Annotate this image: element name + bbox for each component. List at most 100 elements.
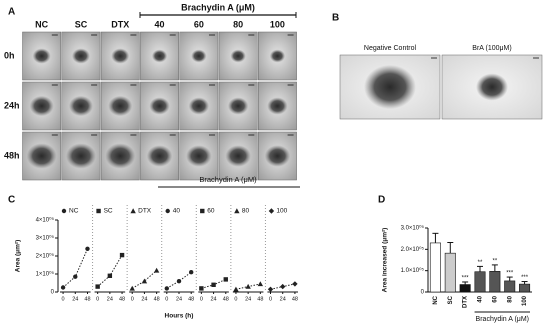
significance: *** xyxy=(462,276,470,282)
y-tick-label: 2.0×10⁰⁵ xyxy=(401,246,425,253)
x-tick-label: 24 xyxy=(280,296,286,302)
bar xyxy=(444,252,456,293)
x-tick-label: DTX xyxy=(463,296,469,308)
legend-label: SC xyxy=(104,208,113,215)
marker xyxy=(245,283,251,289)
spheroid xyxy=(230,49,246,63)
marker xyxy=(268,208,275,214)
x-tick-label: 0 xyxy=(234,296,237,302)
x-tick-label: 48 xyxy=(119,296,125,302)
panel-b: B xyxy=(332,13,339,24)
significance: *** xyxy=(521,275,529,281)
spheroid xyxy=(146,145,173,167)
bar xyxy=(459,284,471,293)
spheroid xyxy=(149,97,170,115)
y-axis-label: Area increased (μm²) xyxy=(382,228,389,293)
bar xyxy=(504,280,516,293)
x-tick-label: SC xyxy=(448,295,454,304)
series-line xyxy=(166,271,192,289)
y-tick-label: 3×10⁰⁵ xyxy=(36,235,55,242)
panel-label: D xyxy=(378,195,385,206)
column-label: NC xyxy=(35,19,48,29)
legend-label: 60 xyxy=(207,208,215,215)
marker xyxy=(292,281,298,287)
panel-a: A Brachydin A (μM) xyxy=(8,2,297,18)
x-tick-label: 100 xyxy=(522,295,528,306)
x-tick-label: 40 xyxy=(478,295,484,302)
x-tick-label: 48 xyxy=(154,296,160,302)
spheroid xyxy=(68,95,93,117)
x-tick-label: 60 xyxy=(492,295,498,302)
y-tick-label: 0 xyxy=(421,290,425,296)
x-tick-label: 48 xyxy=(257,296,263,302)
marker xyxy=(233,286,239,292)
column-label: 40 xyxy=(155,19,165,29)
y-axis-label: Area (μm²) xyxy=(15,240,22,273)
marker xyxy=(141,278,148,284)
column-label: 60 xyxy=(194,19,204,29)
marker xyxy=(129,285,135,291)
legend-label: NC xyxy=(69,208,79,215)
spheroid xyxy=(476,73,508,101)
bar xyxy=(429,242,441,293)
marker xyxy=(257,281,264,287)
spheroid xyxy=(26,143,57,169)
panel-label: A xyxy=(8,7,15,18)
micrograph xyxy=(140,81,179,131)
y-tick-label: 0 xyxy=(51,290,55,296)
marker xyxy=(234,208,240,214)
spheroid xyxy=(225,145,251,167)
column-label: 100 xyxy=(270,19,285,29)
series-line xyxy=(131,270,157,289)
significance: *** xyxy=(506,271,514,277)
y-tick-label: 1.0×10⁰⁵ xyxy=(401,267,425,274)
group-label: Brachydin A (μM) xyxy=(181,2,255,12)
x-tick-label: 24 xyxy=(72,296,78,302)
legend-label: DTX xyxy=(138,208,152,215)
legend-label: 80 xyxy=(242,208,250,215)
legend-label: 100 xyxy=(276,208,287,215)
y-tick-label: 3.0×10⁰⁵ xyxy=(401,225,425,232)
column-label: DTX xyxy=(111,19,129,29)
marker xyxy=(119,252,125,258)
marker xyxy=(200,208,205,214)
bar xyxy=(489,271,501,293)
row-label: 0h xyxy=(4,50,15,60)
x-tick-label: 48 xyxy=(84,296,90,302)
x-tick-label: 48 xyxy=(292,296,298,302)
spheroid xyxy=(188,97,210,115)
marker xyxy=(211,282,216,287)
image-caption: Negative Control xyxy=(364,45,417,52)
x-tick-label: 48 xyxy=(188,296,194,302)
group-label: Brachydin A (μM) xyxy=(199,175,257,184)
marker xyxy=(280,283,286,290)
spheroid xyxy=(227,97,249,115)
panel-label: B xyxy=(332,13,339,24)
marker xyxy=(73,274,78,279)
spheroid xyxy=(105,143,136,169)
bar xyxy=(519,283,531,293)
x-tick-label: 0 xyxy=(131,296,134,302)
marker xyxy=(96,208,101,214)
marker xyxy=(60,285,66,290)
significance: ** xyxy=(493,258,498,264)
spheroid xyxy=(264,145,291,167)
bar xyxy=(474,271,486,293)
marker xyxy=(267,286,274,292)
spheroid xyxy=(151,49,168,63)
group-label: Brachydin A (μM) xyxy=(476,316,529,323)
marker xyxy=(85,246,90,251)
spheroid xyxy=(191,49,207,63)
y-tick-label: 2×10⁰⁵ xyxy=(36,253,55,260)
row-label: 48h xyxy=(4,150,20,160)
spheroid xyxy=(186,145,212,167)
x-tick-label: 24 xyxy=(107,296,113,302)
x-tick-label: 24 xyxy=(211,296,217,302)
spheroid xyxy=(65,143,96,169)
x-axis-label: Hours (h) xyxy=(165,313,194,320)
column-label: 80 xyxy=(233,19,243,29)
panel-label: C xyxy=(8,195,15,206)
marker xyxy=(199,286,204,291)
image-caption: BrA (100μM) xyxy=(472,45,511,52)
